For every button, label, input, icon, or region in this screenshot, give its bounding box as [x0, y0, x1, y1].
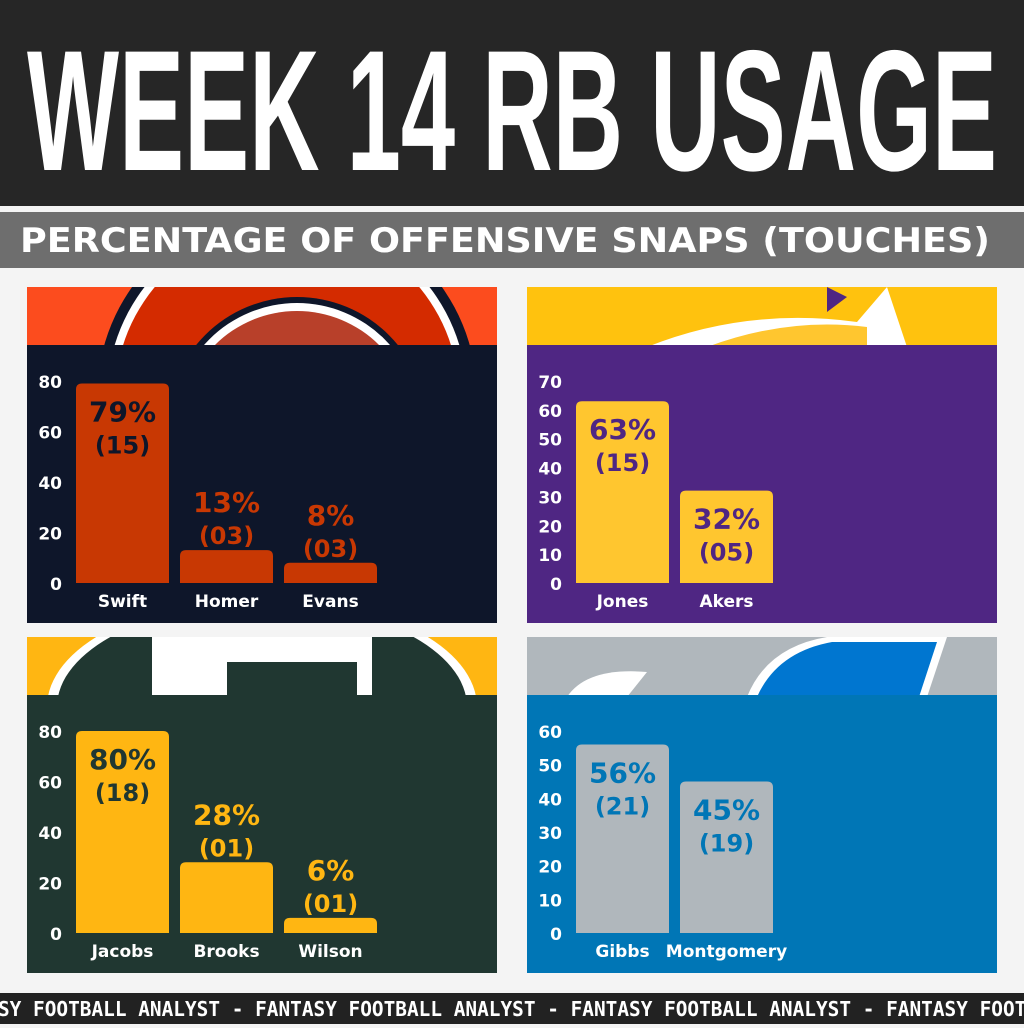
touches-label: (15)	[95, 432, 150, 460]
touches-label: (18)	[95, 779, 150, 807]
touches-label: (01)	[199, 834, 254, 862]
value-label: 13%	[193, 486, 260, 519]
lions-chart-panel: 0 10 20 30 40 50 60 56% (21) Gibbs 45% (19) Montgome…	[527, 637, 997, 973]
footer-ticker: SY FOOTBALL ANALYST - FANTASY FOOTBALL A…	[0, 993, 1024, 1024]
bar-chart: 0 10 20 30 40 50 60 70 63% (15) Jones 32% (05) Akers	[527, 287, 997, 623]
y-tick-label: 40	[38, 474, 62, 494]
value-label: 45%	[693, 794, 760, 827]
bar-akers	[680, 490, 773, 583]
value-label: 6%	[307, 854, 355, 887]
bar-chart: 0 10 20 30 40 50 60 56% (21) Gibbs 45% (19) Montgome…	[527, 637, 997, 973]
value-label: 63%	[589, 413, 656, 446]
y-tick-label: 80	[38, 373, 62, 393]
bears-chart-panel: 0 20 40 60 80 79% (15) Swift 13% (03) Homer 8% (03) E…	[27, 287, 497, 623]
y-tick-label: 20	[38, 875, 62, 895]
y-tick-label: 50	[538, 431, 562, 451]
y-tick-label: 70	[538, 373, 562, 393]
y-tick-label: 0	[50, 925, 62, 945]
bar-gibbs	[576, 744, 669, 933]
subtitle-band: PERCENTAGE OF OFFENSIVE SNAPS (TOUCHES)	[0, 212, 1024, 268]
y-tick-label: 0	[50, 575, 62, 595]
y-tick-label: 50	[538, 757, 562, 777]
y-tick-label: 20	[538, 858, 562, 878]
page-title: WEEK 14 RB USAGE	[27, 15, 997, 206]
x-category-label: Jacobs	[91, 942, 154, 962]
y-tick-label: 60	[538, 723, 562, 743]
y-tick-label: 40	[38, 824, 62, 844]
touches-label: (03)	[303, 535, 358, 563]
value-label: 56%	[589, 756, 656, 789]
value-label: 32%	[693, 503, 760, 536]
bar-chart: 0 20 40 60 80 79% (15) Swift 13% (03) Homer 8% (03) E…	[27, 287, 497, 623]
lions-logo	[567, 637, 947, 697]
bar-wilson	[284, 917, 377, 933]
vikings-logo	[647, 287, 907, 347]
x-category-label: Akers	[699, 592, 753, 612]
page-subtitle: PERCENTAGE OF OFFENSIVE SNAPS (TOUCHES)	[20, 221, 990, 261]
touches-label: (05)	[699, 539, 754, 567]
bar-homer	[180, 550, 273, 583]
y-tick-label: 0	[550, 925, 562, 945]
y-tick-label: 60	[38, 774, 62, 794]
ticker-text: SY FOOTBALL ANALYST - FANTASY FOOTBALL A…	[0, 997, 1024, 1021]
x-category-label: Jones	[596, 592, 649, 612]
x-category-label: Brooks	[193, 942, 259, 962]
y-tick-label: 60	[38, 424, 62, 444]
x-category-label: Montgomery	[666, 942, 787, 962]
y-tick-label: 20	[538, 517, 562, 537]
x-category-label: Wilson	[298, 942, 362, 962]
touches-label: (19)	[699, 830, 754, 858]
y-tick-label: 40	[538, 460, 562, 480]
vikings-chart-panel: 0 10 20 30 40 50 60 70 63% (15) Jones 32% (05) Akers	[527, 287, 997, 623]
bar-swift	[76, 383, 169, 583]
touches-label: (21)	[595, 792, 650, 820]
value-label: 8%	[307, 499, 355, 532]
y-tick-label: 20	[38, 525, 62, 545]
packers-chart-panel: 0 20 40 60 80 80% (18) Jacobs 28% (01) Brooks 6% (01…	[27, 637, 497, 973]
y-tick-label: 10	[538, 546, 562, 566]
bar-jones	[576, 401, 669, 583]
touches-label: (01)	[303, 890, 358, 918]
y-tick-label: 30	[538, 488, 562, 508]
y-tick-label: 80	[38, 723, 62, 743]
x-category-label: Evans	[302, 592, 358, 612]
bar-jacobs	[76, 731, 169, 933]
bar-chart: 0 20 40 60 80 80% (18) Jacobs 28% (01) Brooks 6% (01…	[27, 637, 497, 973]
y-tick-label: 40	[538, 790, 562, 810]
y-tick-label: 10	[538, 891, 562, 911]
touches-label: (15)	[595, 449, 650, 477]
x-category-label: Homer	[195, 592, 259, 612]
touches-label: (03)	[199, 522, 254, 550]
title-band: WEEK 14 RB USAGE	[0, 0, 1024, 207]
value-label: 28%	[193, 798, 260, 831]
y-tick-label: 30	[538, 824, 562, 844]
bar-montgomery	[680, 781, 773, 933]
value-label: 79%	[89, 396, 156, 429]
x-category-label: Swift	[98, 592, 147, 612]
x-category-label: Gibbs	[595, 942, 649, 962]
bar-brooks	[180, 862, 273, 933]
y-tick-label: 60	[538, 402, 562, 422]
bar-evans	[284, 562, 377, 583]
y-tick-label: 0	[550, 575, 562, 595]
value-label: 80%	[89, 743, 156, 776]
